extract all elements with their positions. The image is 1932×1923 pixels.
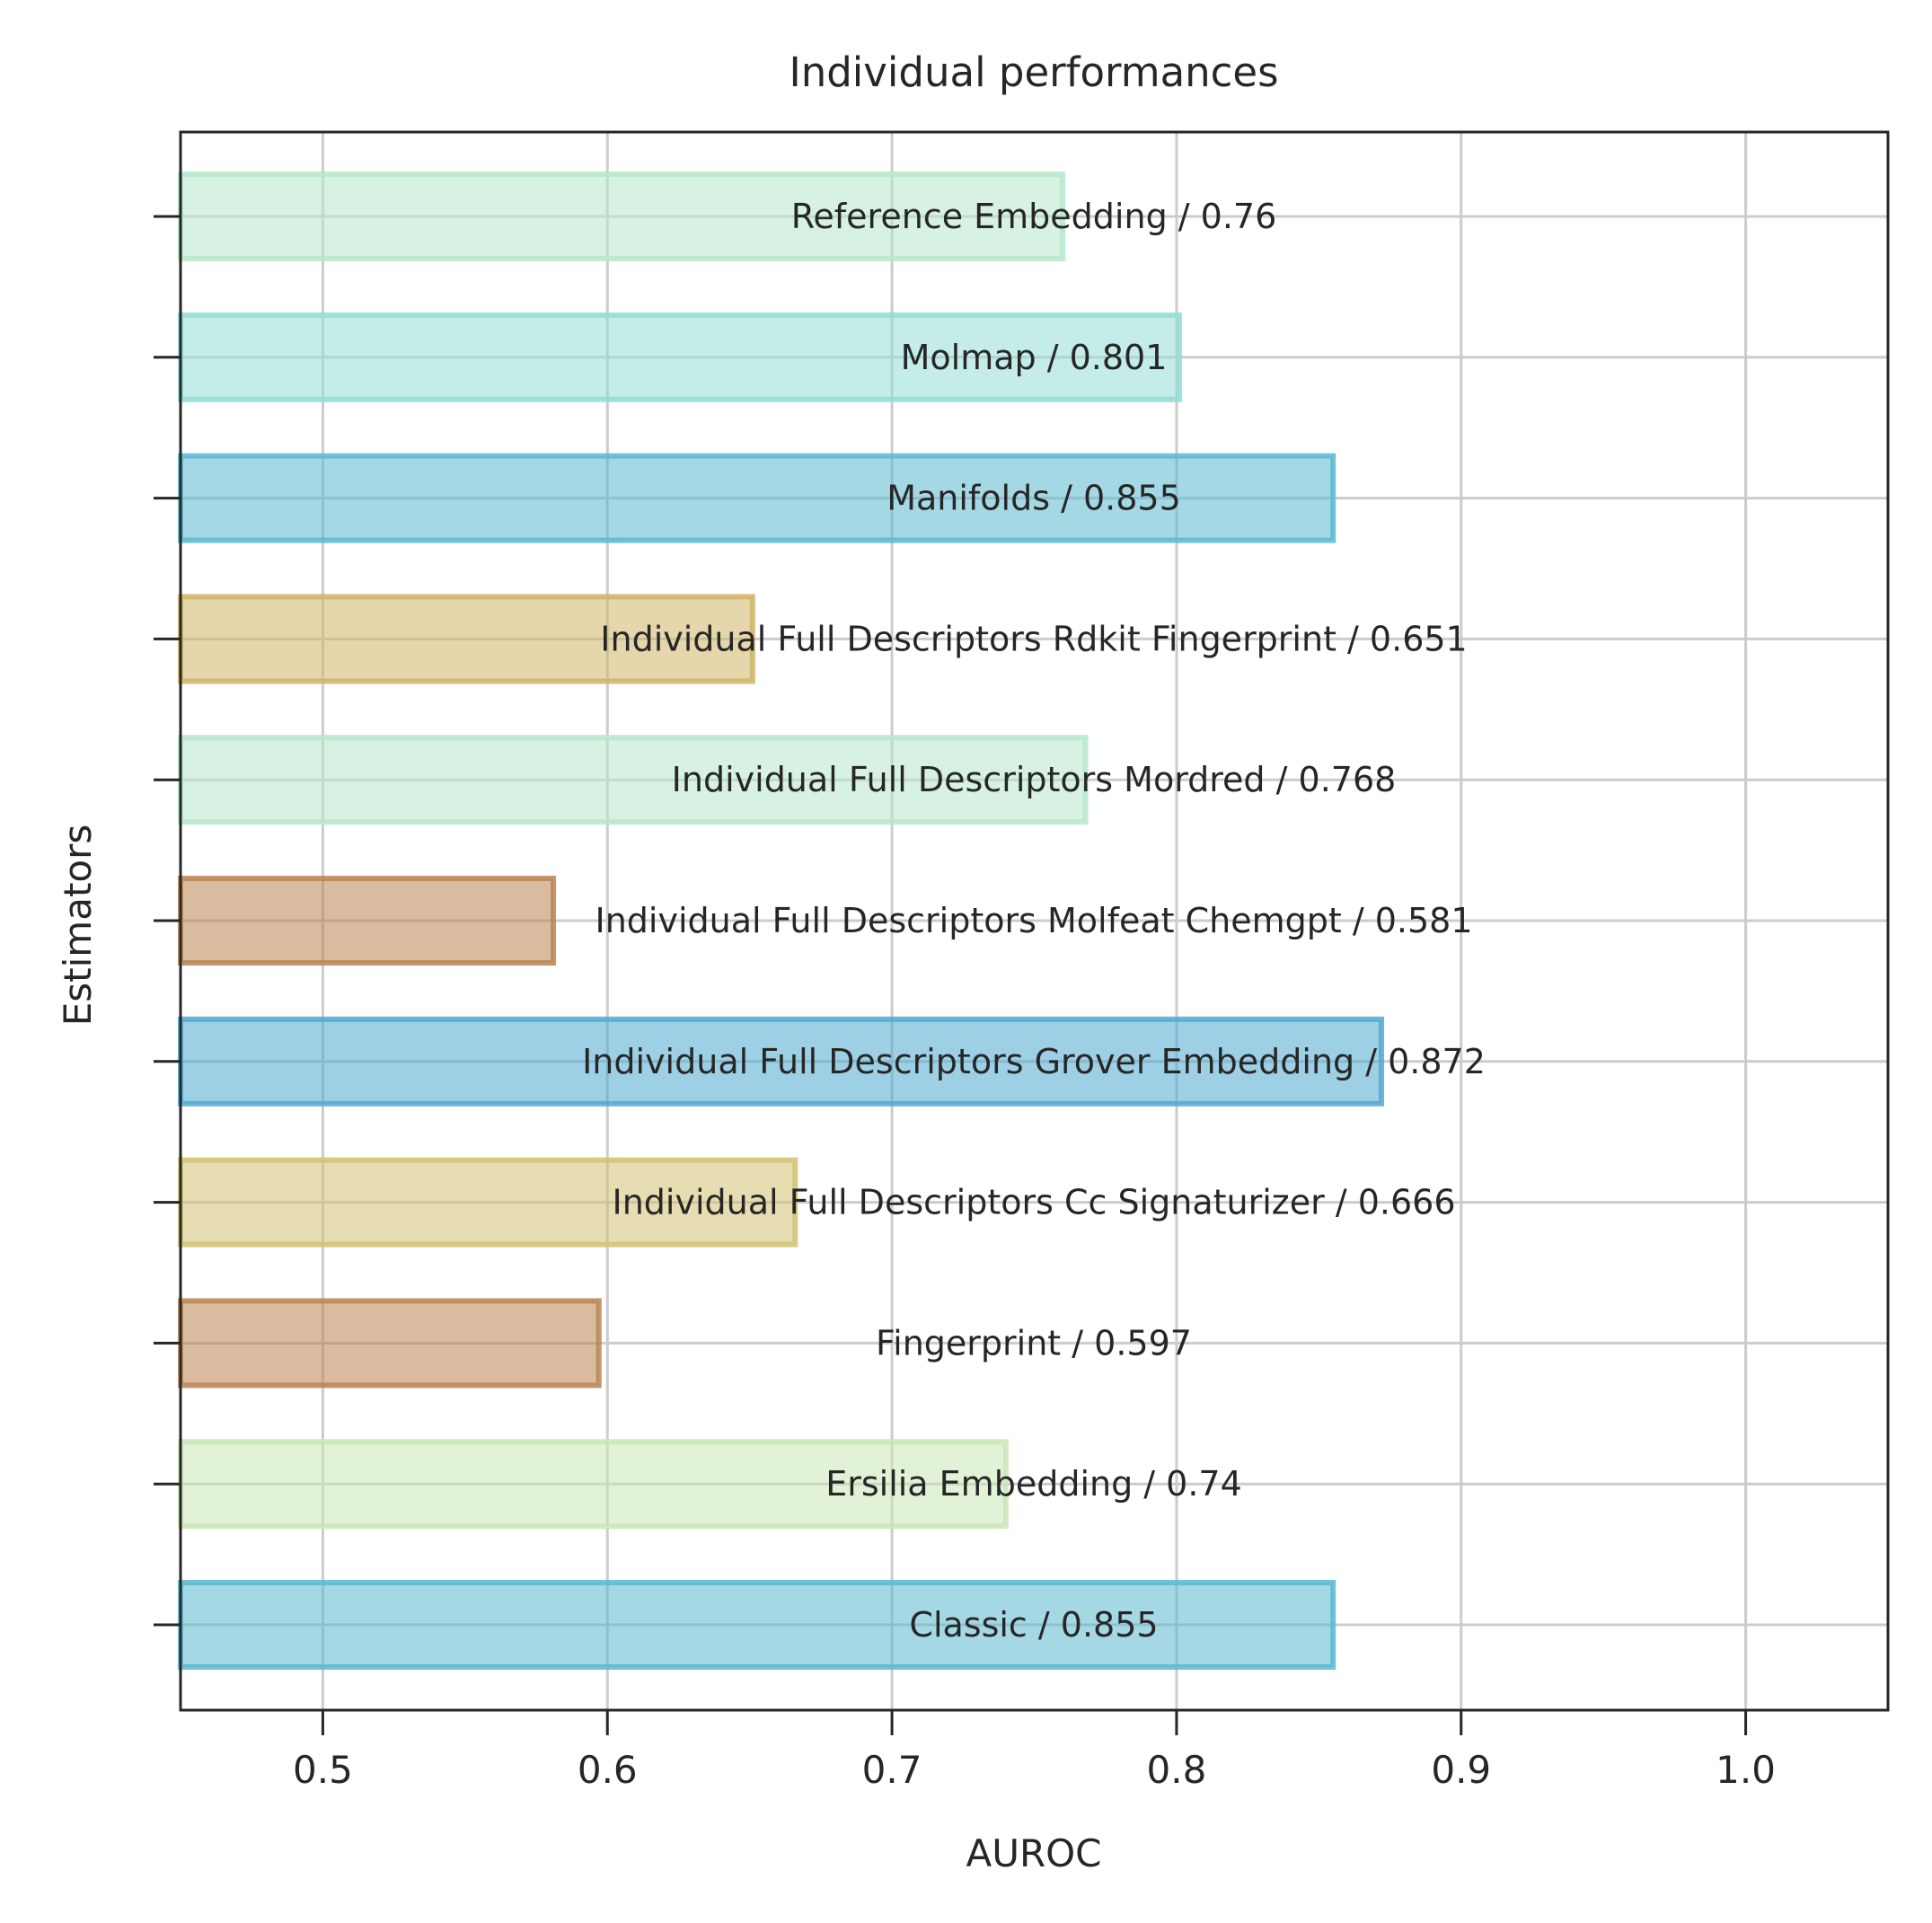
bar-labels: Reference Embedding / 0.76 Molmap / 0.801… [582, 197, 1486, 1645]
x-tick-label: 1.0 [1716, 1748, 1776, 1792]
bar-label: Individual Full Descriptors Cc Signaturi… [612, 1183, 1455, 1222]
bar-label: Individual Full Descriptors Molfeat Chem… [595, 901, 1473, 940]
bar-label: Individual Full Descriptors Rdkit Finger… [600, 619, 1467, 658]
bar [178, 1439, 1009, 1530]
bar [178, 1016, 1385, 1107]
bar [178, 1298, 602, 1389]
bar-label: Ersilia Embedding / 0.74 [825, 1464, 1242, 1504]
y-axis-label: Estimators [56, 825, 100, 1027]
bar [178, 735, 1089, 825]
x-tick-label: 0.9 [1431, 1748, 1491, 1792]
chart-title: Individual performances [789, 49, 1278, 96]
bar-label: Manifolds / 0.855 [887, 479, 1181, 518]
x-tick-label: 0.7 [862, 1748, 922, 1792]
bar-label: Fingerprint / 0.597 [876, 1323, 1192, 1363]
bar-label: Reference Embedding / 0.76 [791, 197, 1277, 236]
bar [178, 1580, 1337, 1670]
x-axis-label: AUROC [966, 1831, 1101, 1875]
x-tick-label: 0.8 [1147, 1748, 1207, 1792]
bars [178, 172, 1385, 1670]
ticks: 0.5 0.6 0.7 0.8 0.9 1.0 [154, 215, 1776, 1792]
bar-label: Molmap / 0.801 [901, 338, 1168, 377]
x-tick-label: 0.5 [293, 1748, 353, 1792]
bar-label: Classic / 0.855 [909, 1605, 1158, 1645]
bar [178, 594, 755, 684]
bar-label: Individual Full Descriptors Grover Embed… [582, 1042, 1486, 1081]
bar-label: Individual Full Descriptors Mordred / 0.… [672, 760, 1397, 799]
bar [178, 876, 557, 966]
x-tick-label: 0.6 [578, 1748, 638, 1792]
